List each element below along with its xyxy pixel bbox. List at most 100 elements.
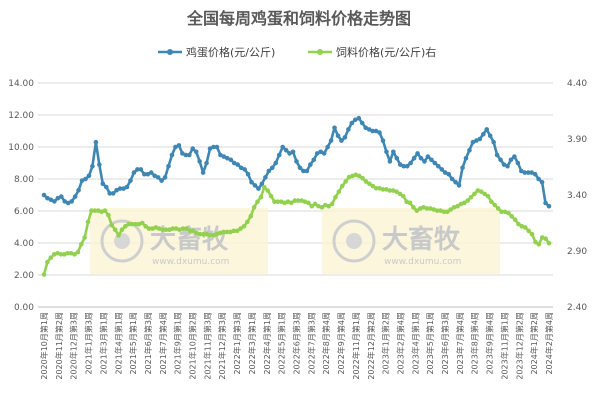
data-point	[190, 146, 196, 151]
data-point	[360, 175, 365, 181]
data-point	[509, 213, 515, 219]
data-point	[294, 159, 299, 164]
data-point	[295, 198, 301, 203]
data-point	[79, 178, 85, 183]
data-point	[418, 155, 424, 161]
x-tick-label: 2023年1月第2周	[381, 312, 391, 375]
data-point	[453, 179, 458, 185]
data-point	[478, 189, 484, 194]
legend-label-egg: 鸡蛋价格(元/公斤)	[186, 45, 275, 59]
x-tick-label: 2021年9月第1周	[173, 312, 183, 375]
x-tick-label: 2022年11月第1周	[351, 312, 361, 380]
data-point	[480, 131, 486, 137]
y-left-tick-label: 2.00	[14, 271, 34, 281]
data-point	[367, 181, 372, 187]
data-point	[415, 151, 420, 156]
data-point	[366, 127, 372, 132]
data-point	[193, 149, 199, 155]
data-point	[306, 200, 311, 206]
data-point	[387, 159, 393, 164]
data-point	[103, 184, 109, 190]
data-point	[135, 167, 140, 172]
x-tick-label: 2022年4月第1周	[262, 312, 272, 375]
data-point	[387, 188, 393, 193]
data-point	[119, 227, 125, 233]
data-point	[491, 139, 496, 145]
x-tick-label: 2021年10月第2周	[188, 312, 198, 380]
data-point	[228, 157, 234, 163]
data-point	[333, 194, 338, 200]
data-point	[143, 224, 148, 229]
data-point	[221, 154, 227, 159]
data-point	[162, 175, 168, 180]
y-left-tick-label: 10.00	[8, 143, 34, 153]
data-point	[404, 163, 410, 169]
data-point	[394, 189, 399, 194]
series-egg-price	[41, 115, 552, 209]
y-right-tick-label: 4.40	[567, 79, 587, 89]
data-point	[287, 151, 292, 156]
data-point	[407, 200, 413, 206]
data-point	[184, 226, 189, 231]
x-tick-label: 2021年7月第4周	[158, 312, 168, 375]
data-point	[245, 219, 250, 225]
data-point	[170, 226, 176, 231]
watermark-logo-icon	[100, 219, 144, 263]
data-point	[266, 168, 272, 174]
data-point	[536, 176, 541, 182]
data-point	[408, 160, 413, 166]
data-point	[529, 231, 535, 237]
data-point	[65, 250, 71, 256]
data-point	[465, 198, 470, 203]
data-point	[123, 224, 128, 229]
data-point	[268, 193, 274, 199]
data-point	[117, 186, 123, 191]
x-tick-label: 2023年8月第4周	[470, 312, 480, 375]
data-point	[69, 199, 74, 204]
x-tick-label: 2022年3月第1周	[247, 312, 257, 375]
data-point	[472, 191, 477, 197]
data-point	[546, 203, 552, 209]
data-point	[498, 157, 503, 163]
data-point	[359, 120, 365, 126]
data-point	[461, 200, 467, 206]
legend-item-feed: 饲料价格(元/公斤)右	[308, 45, 436, 59]
y-axis-left: 0.00 2.00 4.00 6.00 8.00 10.00 12.00 14.00	[8, 79, 34, 313]
data-point	[48, 197, 54, 203]
chart-title: 全国每周鸡蛋和饲料价格走势图	[186, 9, 411, 28]
data-point	[263, 175, 268, 180]
data-point	[241, 224, 247, 229]
data-point	[312, 201, 318, 207]
data-point	[391, 149, 396, 155]
data-point	[373, 128, 379, 134]
data-point	[326, 203, 331, 209]
x-tick-label: 2022年8月第4周	[321, 312, 331, 375]
data-point	[197, 231, 203, 237]
y-left-tick-label: 6.00	[14, 207, 34, 217]
data-point	[292, 198, 298, 203]
data-point	[231, 160, 237, 166]
data-point	[482, 191, 487, 197]
data-point	[218, 152, 223, 158]
watermark-logo-icon	[332, 219, 376, 263]
data-point	[432, 160, 438, 166]
data-point	[128, 178, 133, 183]
data-point	[363, 125, 368, 131]
data-point	[309, 203, 315, 209]
data-point	[380, 138, 386, 143]
data-point	[546, 240, 552, 246]
data-point	[495, 206, 501, 211]
data-point	[90, 163, 95, 169]
data-point	[197, 159, 202, 164]
data-point	[169, 152, 175, 158]
data-point	[72, 252, 77, 257]
data-point	[255, 199, 260, 205]
data-point	[273, 160, 279, 166]
data-point	[470, 139, 476, 145]
data-point	[248, 213, 254, 219]
data-point	[58, 252, 64, 257]
data-point	[276, 152, 282, 158]
data-point	[468, 194, 474, 200]
data-point	[543, 236, 548, 241]
data-point	[133, 221, 138, 227]
